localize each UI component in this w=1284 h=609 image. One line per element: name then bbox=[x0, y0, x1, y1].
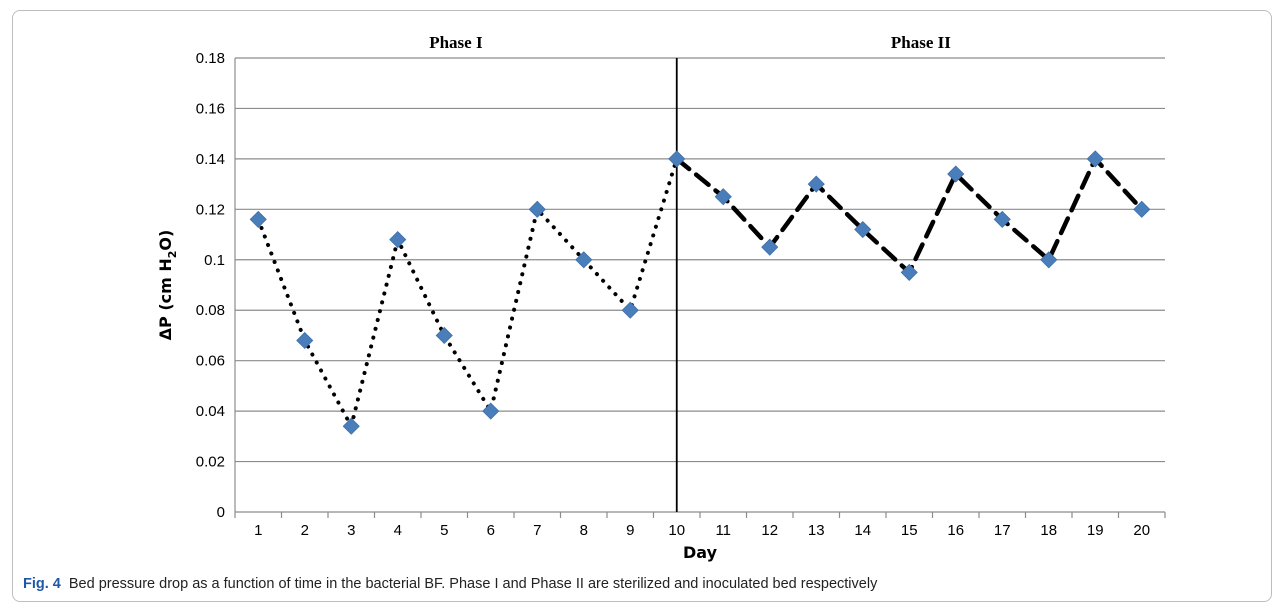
x-tick-label: 15 bbox=[901, 522, 918, 539]
series-lines bbox=[256, 156, 1144, 429]
y-tick-label: 0.04 bbox=[196, 403, 225, 420]
x-tick-label: 18 bbox=[1040, 522, 1057, 539]
caption-text: Bed pressure drop as a function of time … bbox=[68, 576, 878, 592]
y-tick-label: 0.12 bbox=[196, 201, 225, 218]
gridlines bbox=[235, 57, 1165, 463]
data-point-day-14 bbox=[854, 220, 872, 239]
x-tick-label: 4 bbox=[394, 522, 402, 539]
figure-label: Fig. 4 bbox=[23, 576, 61, 592]
series-line-phase-2 bbox=[674, 156, 1144, 275]
data-point-day-2 bbox=[296, 331, 314, 350]
y-tick-label: 0.1 bbox=[204, 252, 225, 269]
data-point-day-8 bbox=[575, 251, 593, 269]
data-markers bbox=[249, 150, 1151, 435]
y-axis-title: ΔP (cm H2O) bbox=[156, 230, 179, 341]
data-point-day-11 bbox=[714, 188, 732, 206]
x-tick-label: 19 bbox=[1087, 522, 1104, 539]
data-point-day-20 bbox=[1133, 200, 1151, 218]
x-tick-label: 17 bbox=[994, 522, 1011, 539]
y-tick-label: 0.08 bbox=[196, 302, 225, 319]
y-axis-title-tail: O) bbox=[156, 230, 175, 251]
figure-caption: Fig. 4 Bed pressure drop as a function of… bbox=[23, 576, 1263, 592]
x-tick-label: 6 bbox=[487, 522, 495, 539]
x-tick-label: 8 bbox=[580, 522, 588, 539]
axes bbox=[234, 58, 1166, 518]
data-point-day-1 bbox=[249, 210, 267, 228]
x-tick-label: 16 bbox=[947, 522, 964, 539]
phase-2-label: Phase II bbox=[891, 33, 951, 52]
tick-labels: 00.020.040.060.080.10.120.140.160.181 2 3 4… bbox=[196, 50, 1150, 539]
y-tick-label: 0.16 bbox=[196, 100, 225, 117]
x-tick-label: 13 bbox=[808, 522, 825, 539]
x-tick-label: 10 bbox=[668, 522, 685, 539]
x-tick-label: 1 bbox=[254, 522, 262, 539]
y-tick-label: 0.02 bbox=[196, 454, 225, 471]
data-point-day-12 bbox=[761, 238, 779, 256]
data-point-day-6 bbox=[482, 402, 500, 420]
y-tick-label: 0.14 bbox=[196, 151, 225, 168]
figure-frame: 0 0.02 0.04 0.06 0.08 0.1 0.12 0.14 0.16 0.18 1 2 3 4… bbox=[12, 10, 1272, 602]
data-point-day-5 bbox=[435, 326, 453, 345]
x-tick-label: 12 bbox=[761, 522, 778, 539]
y-axis-title-subscript: 2 bbox=[166, 251, 179, 259]
data-point-day-19 bbox=[1086, 150, 1104, 168]
line-chart: 00.020.040.060.080.10.120.140.160.181 2 3 4… bbox=[156, 33, 1166, 562]
y-tick-label: 0.18 bbox=[196, 50, 225, 67]
data-point-day-17 bbox=[993, 210, 1011, 228]
data-point-day-15 bbox=[900, 263, 918, 281]
data-point-day-3 bbox=[342, 417, 360, 435]
y-tick-label: 0.06 bbox=[196, 353, 225, 370]
data-point-day-13 bbox=[807, 175, 825, 193]
y-tick-label: 0 bbox=[217, 504, 225, 521]
x-tick-label: 9 bbox=[626, 522, 634, 539]
x-tick-label: 14 bbox=[854, 522, 871, 539]
data-point-day-9 bbox=[621, 301, 639, 319]
x-axis-title: Day bbox=[683, 543, 718, 562]
data-point-day-10 bbox=[668, 150, 686, 168]
data-point-day-18 bbox=[1040, 251, 1058, 269]
data-point-day-7 bbox=[528, 200, 546, 218]
x-tick-label: 20 bbox=[1133, 522, 1150, 539]
x-tick-label: 2 bbox=[301, 522, 309, 539]
x-tick-label: 11 bbox=[715, 522, 731, 539]
series-line-phase-1 bbox=[256, 156, 679, 429]
y-axis-title-main: ΔP (cm H bbox=[156, 258, 175, 340]
data-point-day-4 bbox=[389, 231, 407, 249]
data-point-day-16 bbox=[947, 165, 965, 183]
phase-1-label: Phase I bbox=[429, 33, 483, 52]
x-tick-label: 5 bbox=[440, 522, 448, 539]
x-tick-label: 7 bbox=[533, 522, 541, 539]
x-tick-label: 3 bbox=[347, 522, 355, 539]
